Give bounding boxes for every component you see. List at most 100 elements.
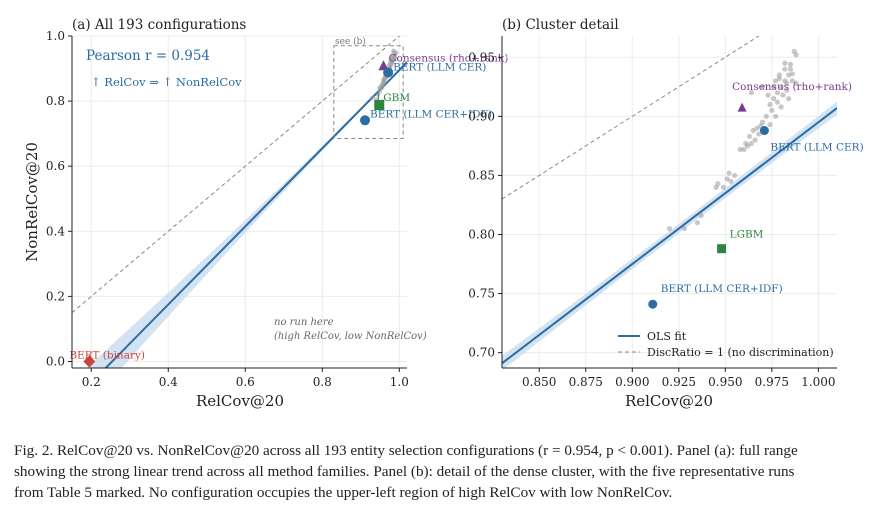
- diagonal-line: [502, 36, 760, 200]
- cluster-point: [771, 96, 777, 102]
- x-tick-label: 0.900: [615, 375, 649, 389]
- cluster-point: [726, 170, 732, 176]
- panel-a-axes: 0.2 0.4 0.6 0.8 1.0 0.0 0.2 0.4 0.6 0.8 1.0: [46, 29, 409, 389]
- panel-b-gridlines: [502, 36, 837, 368]
- caption-line-2: showing the strong linear trend across a…: [14, 463, 795, 480]
- highlight-label: LGBM: [730, 229, 764, 241]
- cluster-point: [748, 140, 754, 147]
- cluster-point: [787, 61, 794, 67]
- inset-label: see (b): [335, 36, 366, 47]
- cluster-point: [772, 113, 779, 119]
- panel-a: (a) All 193 configurations Consensus (rh…: [23, 17, 509, 410]
- cluster-point: [789, 78, 795, 84]
- cluster-point: [370, 95, 375, 101]
- x-tick-label: 0.950: [708, 375, 742, 389]
- pearson-annotation: Pearson r = 0.954: [86, 48, 210, 64]
- empty-region-note-2: (high RelCov, low NonRelCov): [274, 331, 427, 342]
- x-tick-label: 0.2: [82, 375, 101, 389]
- panel-a-gridlines: [72, 35, 407, 368]
- cluster-point: [771, 84, 777, 90]
- cluster-point: [776, 75, 782, 82]
- cluster-point: [767, 101, 773, 108]
- panel-a-ylabel: NonRelCov@20: [23, 142, 41, 262]
- trend-annotation: ↑ RelCov ⇒ ↑ NonRelCov: [91, 75, 242, 89]
- x-tick-label: 1.000: [801, 375, 835, 389]
- x-tick-label: 0.925: [662, 375, 696, 389]
- cluster-point: [666, 225, 673, 232]
- highlight-marker: [360, 115, 371, 126]
- cluster-point: [746, 133, 753, 140]
- empty-region-note-1: no run here: [274, 317, 334, 328]
- ols-fit-line: [502, 107, 837, 365]
- cluster-point: [763, 113, 769, 119]
- y-tick-label: 0.85: [468, 168, 495, 182]
- cluster-point: [750, 127, 756, 134]
- y-tick-label: 0.95: [468, 50, 495, 64]
- y-tick-label: 0.6: [46, 159, 65, 173]
- cluster-point: [780, 92, 786, 98]
- x-tick-label: 0.975: [755, 375, 789, 389]
- highlight-marker: [717, 244, 727, 254]
- cluster-point: [715, 181, 721, 187]
- cluster-point: [787, 66, 794, 72]
- cluster-point: [681, 225, 687, 232]
- highlight-label: BERT (LLM CER): [770, 142, 863, 154]
- y-tick-label: 0.8: [46, 94, 65, 108]
- x-tick-label: 0.4: [159, 375, 178, 389]
- cluster-point: [380, 80, 385, 86]
- cluster-point: [756, 131, 762, 137]
- cluster-point: [698, 212, 704, 219]
- cluster-point: [737, 146, 743, 153]
- panel-a-points: Consensus (rho+rank)BERT (LLM CER) LGBM BE…: [69, 48, 509, 368]
- highlight-label: Consensus (rho+rank): [732, 81, 852, 93]
- cluster-point: [732, 172, 738, 179]
- caption-line-1: Fig. 2. RelCov@20 vs. NonRelCov@20 acros…: [14, 442, 798, 459]
- x-tick-label: 0.875: [569, 375, 603, 389]
- highlight-label: BERT (binary): [69, 349, 145, 361]
- cluster-point: [394, 50, 399, 55]
- highlight-label: BERT (LLM CER+IDF): [370, 108, 492, 120]
- legend-diagonal-label: DiscRatio = 1 (no discrimination): [647, 346, 834, 359]
- legend-ols-label: OLS fit: [647, 330, 687, 343]
- figure: (a) All 193 configurations Consensus (rh…: [23, 17, 864, 410]
- panel-b: (b) Cluster detail Consensus (rho+rank) B…: [468, 17, 864, 410]
- x-tick-label: 0.8: [313, 375, 332, 389]
- figure-caption: Fig. 2. RelCov@20 vs. NonRelCov@20 acros…: [14, 440, 876, 503]
- y-tick-label: 0.0: [46, 354, 65, 368]
- cluster-point: [754, 125, 760, 131]
- cluster-point: [778, 104, 784, 110]
- highlight-label: BERT (LLM CER+IDF): [661, 283, 783, 295]
- panel-b-points: Consensus (rho+rank) BERT (LLM CER) LGBM BE…: [648, 48, 864, 309]
- highlight-marker: [374, 100, 385, 111]
- x-tick-label: 1.0: [390, 375, 409, 389]
- cluster-point: [377, 85, 382, 91]
- panel-a-lines: [72, 36, 407, 368]
- highlight-label: Consensus (rho+rank): [389, 52, 509, 64]
- cluster-point: [694, 220, 701, 226]
- cluster-point: [375, 92, 381, 97]
- cluster-point: [752, 137, 758, 143]
- y-tick-label: 0.90: [468, 109, 495, 123]
- panel-b-legend: OLS fit DiscRatio = 1 (no discrimination…: [618, 330, 834, 359]
- highlight-marker: [383, 67, 394, 78]
- panel-b-lines: [502, 36, 837, 368]
- cluster-point: [767, 122, 773, 128]
- panel-a-xlabel: RelCov@20: [196, 392, 284, 410]
- x-tick-label: 0.850: [522, 375, 556, 389]
- cluster-point: [765, 92, 771, 98]
- cluster-point: [793, 52, 799, 58]
- cluster-point: [759, 84, 766, 90]
- y-tick-label: 0.2: [46, 289, 65, 303]
- caption-line-3: from Table 5 marked. No configuration oc…: [14, 484, 673, 501]
- y-tick-label: 0.75: [468, 287, 495, 301]
- cluster-point: [793, 80, 799, 86]
- cluster-point: [724, 176, 730, 182]
- cluster-point: [774, 99, 781, 105]
- cluster-point: [782, 66, 788, 72]
- highlight-marker: [83, 355, 96, 368]
- cluster-point: [741, 146, 747, 153]
- cluster-point: [782, 60, 788, 66]
- y-tick-label: 0.70: [468, 346, 495, 360]
- cluster-point: [786, 96, 792, 102]
- cluster-point: [784, 87, 790, 93]
